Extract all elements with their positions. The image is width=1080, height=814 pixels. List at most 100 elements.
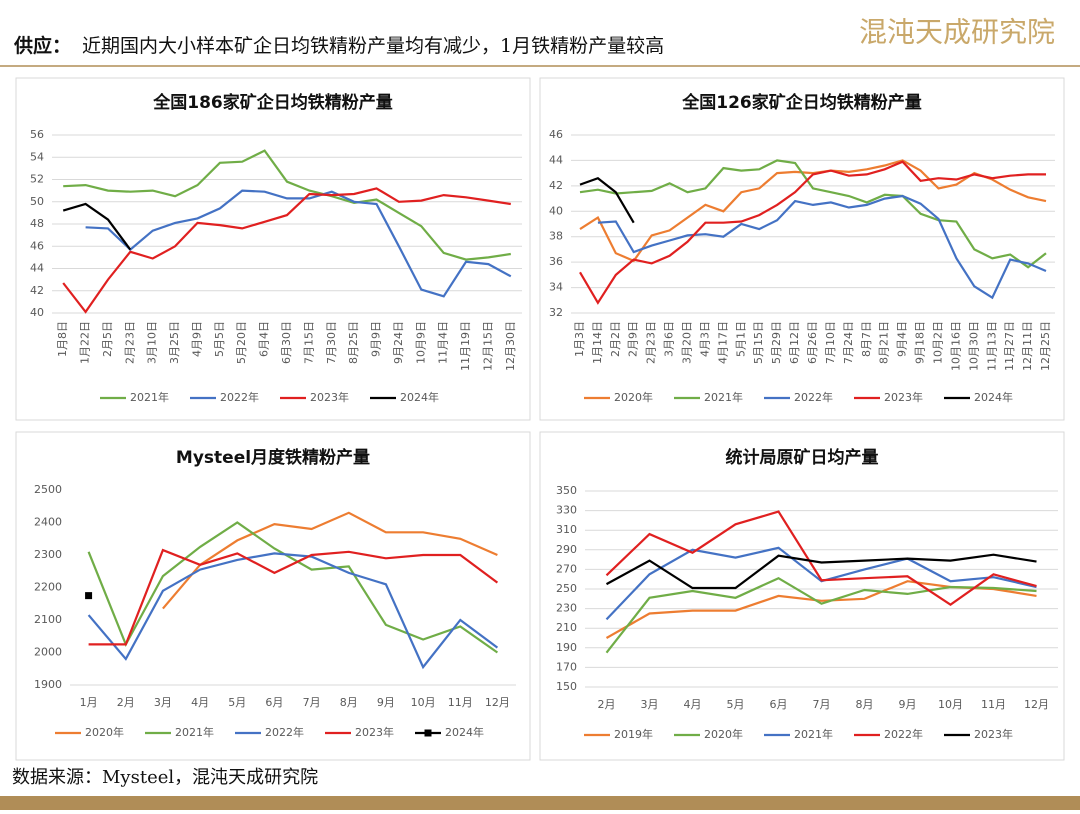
legend-label: 2023年 bbox=[310, 390, 349, 404]
y-tick-label: 2400 bbox=[34, 516, 62, 529]
y-tick-label: 2200 bbox=[34, 581, 62, 594]
header-text: 近期国内大小样本矿企日均铁精粉产量均有减少，1月铁精粉产量较高 bbox=[82, 35, 664, 57]
series-line bbox=[597, 194, 1047, 300]
y-tick-label: 170 bbox=[556, 660, 577, 673]
x-tick-label: 9月 bbox=[377, 696, 395, 709]
legend-label: 2023年 bbox=[974, 727, 1013, 741]
x-tick-label: 4月 bbox=[191, 696, 209, 709]
x-tick-label: 6月30日 bbox=[280, 321, 293, 364]
y-tick-label: 32 bbox=[549, 306, 563, 319]
x-tick-label: 2月23日 bbox=[123, 321, 136, 364]
x-tick-label: 9月4日 bbox=[896, 321, 909, 357]
x-tick-label: 3月6日 bbox=[663, 321, 676, 357]
x-tick-label: 4月17日 bbox=[716, 321, 729, 364]
series-line bbox=[162, 511, 498, 610]
x-tick-label: 10月 bbox=[411, 696, 436, 709]
x-tick-label: 2月2日 bbox=[609, 321, 622, 357]
legend-label: 2022年 bbox=[265, 725, 304, 739]
series-line bbox=[605, 553, 1037, 590]
x-tick-label: 11月 bbox=[981, 698, 1006, 711]
footer-bar bbox=[0, 796, 1080, 810]
y-tick-label: 250 bbox=[556, 582, 577, 595]
x-tick-label: 4月9日 bbox=[190, 321, 203, 357]
x-tick-label: 5月 bbox=[727, 698, 745, 711]
x-tick-label: 6月 bbox=[265, 696, 283, 709]
legend-marker bbox=[424, 729, 432, 737]
y-tick-label: 54 bbox=[30, 150, 44, 163]
y-tick-label: 42 bbox=[549, 179, 563, 192]
legend-label: 2023年 bbox=[355, 725, 394, 739]
series-line bbox=[605, 510, 1037, 607]
legend-label: 2021年 bbox=[175, 725, 214, 739]
x-tick-label: 7月24日 bbox=[842, 321, 855, 364]
x-tick-label: 11月13日 bbox=[985, 321, 998, 371]
series-line bbox=[579, 160, 1046, 305]
series-line bbox=[605, 576, 1037, 654]
x-tick-label: 10月30日 bbox=[967, 321, 980, 371]
x-tick-label: 5月20日 bbox=[235, 321, 248, 364]
x-tick-label: 11月 bbox=[448, 696, 473, 709]
header-label: 供应： bbox=[13, 34, 71, 57]
x-tick-label: 3月20日 bbox=[681, 321, 694, 364]
x-tick-label: 1月3日 bbox=[573, 321, 586, 357]
series-line bbox=[87, 521, 499, 654]
legend-label: 2020年 bbox=[704, 727, 743, 741]
y-tick-label: 40 bbox=[549, 204, 563, 217]
y-tick-label: 350 bbox=[556, 484, 577, 497]
y-tick-label: 230 bbox=[556, 602, 577, 615]
x-tick-label: 3月10日 bbox=[146, 321, 159, 364]
x-tick-label: 5月5日 bbox=[213, 321, 226, 357]
x-tick-label: 11月19日 bbox=[459, 321, 472, 371]
y-tick-label: 310 bbox=[556, 523, 577, 536]
y-tick-label: 40 bbox=[30, 306, 44, 319]
y-tick-label: 2100 bbox=[34, 613, 62, 626]
x-tick-label: 1月22日 bbox=[79, 321, 92, 364]
x-tick-label: 3月 bbox=[154, 696, 172, 709]
y-tick-label: 38 bbox=[549, 230, 563, 243]
x-tick-label: 7月 bbox=[813, 698, 831, 711]
x-tick-label: 7月15日 bbox=[302, 321, 315, 364]
x-tick-label: 6月4日 bbox=[258, 321, 271, 357]
y-tick-label: 290 bbox=[556, 543, 577, 556]
y-tick-label: 44 bbox=[30, 262, 44, 275]
x-tick-label: 8月21日 bbox=[878, 321, 891, 364]
y-tick-label: 48 bbox=[30, 217, 44, 230]
y-tick-label: 46 bbox=[30, 239, 44, 252]
x-tick-label: 12月 bbox=[1024, 698, 1049, 711]
point-marker bbox=[85, 592, 93, 600]
y-tick-label: 210 bbox=[556, 621, 577, 634]
y-tick-label: 44 bbox=[549, 153, 563, 166]
panel bbox=[539, 77, 1065, 421]
x-tick-label: 3月25日 bbox=[168, 321, 181, 364]
y-tick-label: 46 bbox=[549, 128, 563, 141]
x-tick-label: 7月10日 bbox=[824, 321, 837, 364]
x-tick-label: 2月9日 bbox=[627, 321, 640, 357]
x-tick-label: 1月8日 bbox=[56, 321, 69, 357]
series-line bbox=[62, 202, 132, 251]
legend-label: 2021年 bbox=[130, 390, 169, 404]
legend-label: 2020年 bbox=[614, 390, 653, 404]
x-tick-label: 2月23日 bbox=[645, 321, 658, 364]
series-line bbox=[579, 176, 635, 224]
x-tick-label: 12月25日 bbox=[1039, 321, 1052, 371]
y-tick-label: 42 bbox=[30, 284, 44, 297]
chart-title: 全国186家矿企日均铁精粉产量 bbox=[152, 92, 393, 113]
x-tick-label: 10月16日 bbox=[949, 321, 962, 371]
y-tick-label: 330 bbox=[556, 504, 577, 517]
y-tick-label: 270 bbox=[556, 562, 577, 575]
y-tick-label: 36 bbox=[549, 255, 563, 268]
chart-title: Mysteel月度铁精粉产量 bbox=[176, 447, 370, 468]
x-tick-label: 8月25日 bbox=[347, 321, 360, 364]
y-tick-label: 52 bbox=[30, 173, 44, 186]
chart-title: 统计局原矿日均产量 bbox=[726, 447, 879, 468]
x-tick-label: 10月 bbox=[938, 698, 963, 711]
y-tick-label: 2300 bbox=[34, 548, 62, 561]
x-tick-label: 9月18日 bbox=[914, 321, 927, 364]
x-tick-label: 1月 bbox=[80, 696, 98, 709]
x-tick-label: 12月 bbox=[485, 696, 510, 709]
y-tick-label: 50 bbox=[30, 195, 44, 208]
y-tick-label: 150 bbox=[556, 680, 577, 693]
x-tick-label: 4月 bbox=[684, 698, 702, 711]
